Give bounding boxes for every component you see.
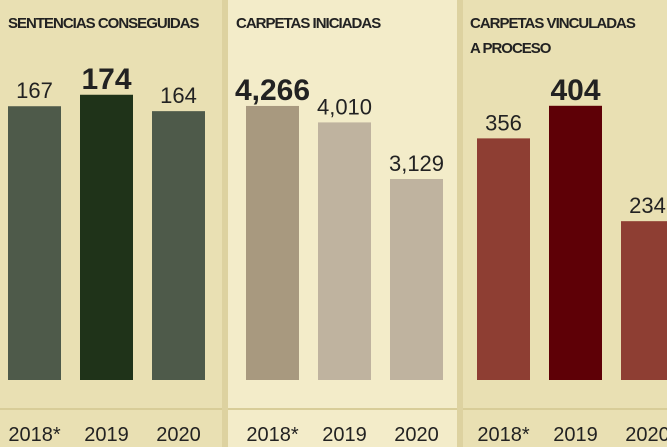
x-tick-label: 2018* (246, 424, 298, 446)
bar (80, 94, 133, 381)
bar (318, 122, 371, 380)
x-tick-label: 2020 (625, 424, 667, 446)
x-tick-label: 2019 (553, 424, 598, 446)
x-tick-label: 2020 (156, 424, 201, 446)
bar (152, 111, 205, 381)
bar (477, 138, 530, 380)
x-tick-label: 2019 (322, 424, 367, 446)
value-label: 164 (160, 83, 197, 108)
value-label: 4,266 (235, 74, 310, 107)
value-label: 404 (550, 74, 600, 107)
value-label: 356 (485, 110, 522, 135)
bar (549, 105, 602, 380)
value-label: 234 (629, 193, 666, 218)
x-tick-label: 2018* (8, 424, 60, 446)
x-tick-label: 2018* (477, 424, 529, 446)
bar (621, 221, 667, 380)
value-label: 167 (16, 78, 53, 103)
divider (222, 0, 228, 447)
value-label: 4,010 (317, 94, 372, 119)
value-label: 3,129 (389, 151, 444, 176)
bar (8, 106, 61, 381)
value-label: 174 (81, 63, 131, 96)
bar (246, 105, 299, 381)
chart-title: CARPETAS INICIADAS (236, 15, 381, 32)
divider (457, 0, 463, 447)
chart-title: CARPETAS VINCULADAS A PROCESO (470, 15, 636, 57)
x-tick-label: 2020 (394, 424, 439, 446)
bar (390, 178, 443, 380)
x-tick-label: 2019 (84, 424, 129, 446)
chart-title: SENTENCIAS CONSEGUIDAS (8, 15, 200, 32)
